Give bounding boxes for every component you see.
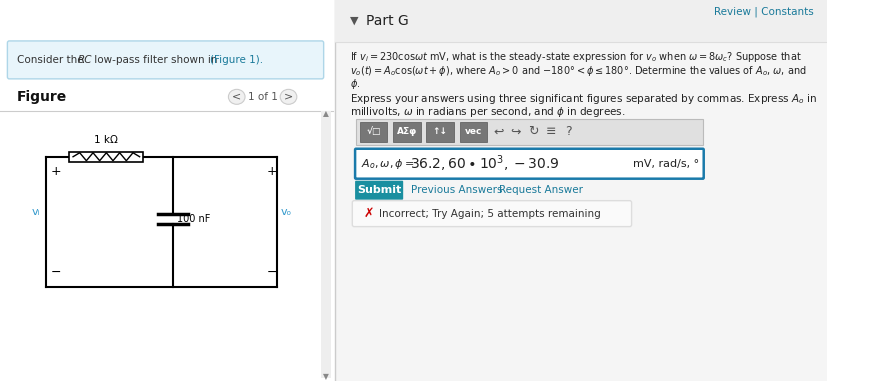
Text: $A_o, \omega, \phi =$: $A_o, \omega, \phi =$ <box>360 157 414 171</box>
Text: +: + <box>51 165 62 178</box>
FancyBboxPatch shape <box>355 181 403 200</box>
Text: $36.2, 60 \bullet 10^3, -30.9$: $36.2, 60 \bullet 10^3, -30.9$ <box>409 154 559 174</box>
Text: vᵢ: vᵢ <box>32 207 41 217</box>
Text: Express your answers using three significant figures separated by commas. Expres: Express your answers using three signifi… <box>350 92 817 106</box>
Text: ▼: ▼ <box>323 372 328 381</box>
Text: Review | Constants: Review | Constants <box>714 7 814 18</box>
FancyBboxPatch shape <box>7 41 324 79</box>
Ellipse shape <box>228 89 245 104</box>
Bar <box>393 122 421 142</box>
Text: Consider the: Consider the <box>17 55 87 65</box>
Bar <box>334 0 827 381</box>
Text: Incorrect; Try Again; 5 attempts remaining: Incorrect; Try Again; 5 attempts remaini… <box>379 209 601 219</box>
Text: Figure: Figure <box>17 90 67 104</box>
Text: millivolts, $\omega$ in radians per second, and $\phi$ in degrees.: millivolts, $\omega$ in radians per seco… <box>350 105 625 119</box>
Bar <box>70 152 143 162</box>
Text: $v_o(t) = A_o\cos(\omega t + \phi)$, where $A_o > 0$ and $-180° < \phi \leq 180°: $v_o(t) = A_o\cos(\omega t + \phi)$, whe… <box>350 64 806 78</box>
Bar <box>350 11 398 17</box>
Text: (Figure 1).: (Figure 1). <box>210 55 263 65</box>
Text: AΣφ: AΣφ <box>397 127 417 136</box>
Text: mV, rad/s, °: mV, rad/s, ° <box>633 159 699 169</box>
Text: 1 kΩ: 1 kΩ <box>95 135 118 145</box>
Text: Part G: Part G <box>367 14 409 28</box>
Text: ↻: ↻ <box>528 125 539 138</box>
Text: ✗: ✗ <box>364 207 374 220</box>
FancyBboxPatch shape <box>355 149 704 179</box>
Text: vec: vec <box>465 127 482 136</box>
Text: low-pass filter shown in: low-pass filter shown in <box>90 55 221 65</box>
Text: ▼: ▼ <box>350 16 358 26</box>
Bar <box>359 122 387 142</box>
Text: <: < <box>232 92 241 102</box>
Bar <box>426 122 454 142</box>
Text: ↑↓: ↑↓ <box>433 127 448 136</box>
Text: 100 nF: 100 nF <box>177 214 210 223</box>
Text: 1 of 1: 1 of 1 <box>248 92 277 102</box>
Text: Submit: Submit <box>357 185 401 195</box>
Ellipse shape <box>280 89 297 104</box>
FancyBboxPatch shape <box>352 201 631 227</box>
Text: ↩: ↩ <box>493 125 503 138</box>
Text: vₒ: vₒ <box>281 207 292 217</box>
Text: √□: √□ <box>367 127 381 136</box>
Bar <box>321 111 331 378</box>
Text: ↪: ↪ <box>510 125 521 138</box>
Text: If $v_i = 230\mathrm{cos}\omega t$ mV, what is the steady-state expression for $: If $v_i = 230\mathrm{cos}\omega t$ mV, w… <box>350 50 801 64</box>
Text: ≡: ≡ <box>546 125 556 138</box>
Text: −: − <box>266 265 277 278</box>
Text: RC: RC <box>78 55 92 65</box>
Text: ▲: ▲ <box>323 109 328 118</box>
Text: +: + <box>266 165 277 178</box>
Text: Request Answer: Request Answer <box>500 185 584 195</box>
Text: >: > <box>284 92 293 102</box>
Text: Previous Answers: Previous Answers <box>410 185 502 195</box>
Bar <box>460 122 487 142</box>
Bar <box>0 0 333 381</box>
Text: ?: ? <box>565 125 572 138</box>
Bar <box>356 119 703 145</box>
Text: −: − <box>51 265 62 278</box>
Text: $\phi$.: $\phi$. <box>350 77 360 91</box>
Bar <box>334 0 827 42</box>
